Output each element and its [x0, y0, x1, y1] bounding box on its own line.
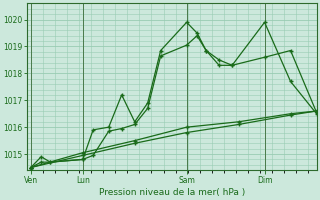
X-axis label: Pression niveau de la mer( hPa ): Pression niveau de la mer( hPa ) — [99, 188, 245, 197]
